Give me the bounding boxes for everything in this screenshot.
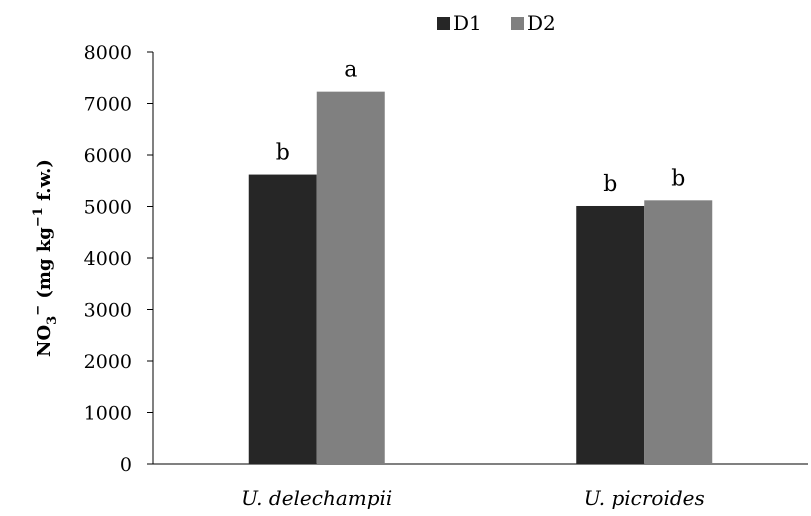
bar-d1-2 xyxy=(576,205,645,465)
category-label: U. delechampii xyxy=(241,486,392,510)
significance-label: b xyxy=(276,141,290,166)
legend-label-d1: D1 xyxy=(453,11,482,35)
legend-label-d2: D2 xyxy=(527,11,556,35)
significance-label: b xyxy=(603,172,617,197)
x-category-labels: U. delechampii U. picroides xyxy=(241,486,705,510)
y-tick-label: 3000 xyxy=(84,300,132,322)
bars: b a b b xyxy=(248,58,713,465)
legend: D1 D2 xyxy=(437,11,556,35)
y-axis-label: NO3− (mg kg−1 f.w.) xyxy=(31,159,60,357)
y-tick-label: 4000 xyxy=(84,248,132,270)
legend-swatch-d1 xyxy=(437,17,450,30)
significance-label: b xyxy=(671,166,685,191)
y-tick-label: 8000 xyxy=(84,42,132,64)
legend-swatch-d2 xyxy=(511,17,524,30)
significance-label: a xyxy=(344,58,357,83)
y-tick-label: 5000 xyxy=(84,197,132,219)
y-tick-labels: 0 1000 2000 3000 4000 5000 6000 7000 8000 xyxy=(84,42,132,476)
category-label: U. picroides xyxy=(584,486,705,510)
bar-d1-1 xyxy=(248,174,317,464)
y-tick-label: 1000 xyxy=(84,403,132,425)
y-tick-label: 2000 xyxy=(84,351,132,373)
bar-d2-2 xyxy=(644,200,713,464)
y-tick-label: 0 xyxy=(120,454,132,476)
y-tick-label: 6000 xyxy=(84,145,132,167)
bar-d2-1 xyxy=(316,91,385,464)
y-tick-label: 7000 xyxy=(84,94,132,116)
